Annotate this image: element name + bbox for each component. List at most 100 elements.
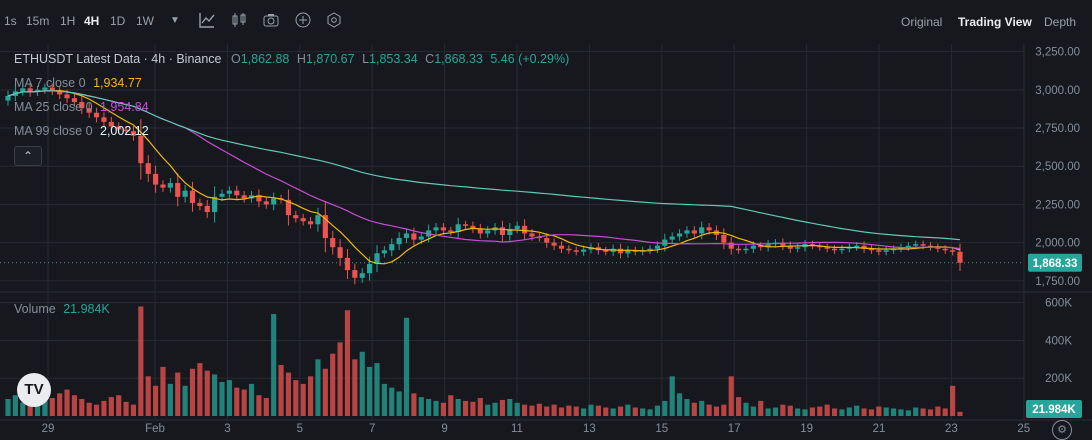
- camera-icon[interactable]: [261, 11, 281, 31]
- volume-bar: [581, 408, 587, 416]
- volume-bar: [795, 408, 801, 416]
- candle-body: [418, 236, 424, 240]
- candle-body: [699, 227, 705, 234]
- candle-body: [455, 224, 461, 232]
- candle-body: [116, 126, 122, 130]
- open-label: O: [230, 52, 241, 66]
- candle-body: [448, 230, 454, 232]
- candle-body: [204, 205, 210, 213]
- ma99-line: [7, 90, 961, 241]
- low-label: L: [362, 52, 370, 66]
- volume-bar: [654, 405, 661, 416]
- candle-body: [514, 225, 520, 229]
- volume-bar: [248, 383, 255, 416]
- candle-body: [381, 250, 387, 254]
- volume-bar: [344, 310, 351, 416]
- volume-bar: [93, 404, 100, 416]
- collapse-legend-button[interactable]: ⌃: [14, 146, 42, 166]
- candle-body: [411, 233, 417, 240]
- volume-bar: [307, 376, 314, 416]
- settings-hex-icon[interactable]: [324, 11, 344, 31]
- candle-body: [352, 270, 358, 278]
- volume-bar: [632, 407, 638, 416]
- candle-body: [868, 248, 875, 251]
- scale-settings-icon[interactable]: ⚙: [1052, 420, 1072, 440]
- volume-bar: [182, 385, 188, 416]
- timeframe-1d[interactable]: 1D: [110, 14, 126, 28]
- last-price-label: 1,868.33: [1033, 258, 1078, 270]
- volume-bar: [433, 400, 439, 416]
- candle-body: [831, 248, 838, 251]
- timeframe-1w[interactable]: 1W: [136, 14, 154, 28]
- candle-body: [138, 135, 144, 164]
- volume-bar: [743, 402, 749, 416]
- volume-bar: [802, 409, 808, 416]
- volume-bar: [883, 407, 889, 416]
- timeframe-15m[interactable]: 15m: [26, 14, 50, 28]
- volume-bar: [920, 408, 926, 416]
- candle-body: [322, 215, 328, 239]
- volume-bar: [485, 404, 491, 416]
- volume-bar: [153, 385, 159, 416]
- price-tick-label: 3,250.00: [1035, 47, 1080, 59]
- volume-bar: [868, 409, 875, 416]
- volume-bar: [322, 368, 328, 416]
- candle-body: [721, 234, 727, 243]
- timeframe-4h[interactable]: 4H: [84, 14, 100, 28]
- candle-body: [544, 238, 550, 243]
- volume-bar: [315, 359, 321, 416]
- candle-body: [603, 250, 609, 252]
- price-tick-label: 2,750.00: [1035, 123, 1080, 135]
- volume-bar: [846, 407, 852, 416]
- volume-bar: [854, 405, 860, 416]
- candle-body: [795, 247, 801, 249]
- indicators-icon[interactable]: [197, 11, 217, 31]
- candle-body: [219, 193, 225, 197]
- volume-bar: [49, 398, 55, 416]
- volume-bar: [706, 404, 712, 416]
- more-timeframes-dropdown-icon[interactable]: ▼: [170, 15, 180, 26]
- candle-body: [167, 183, 173, 188]
- volume-bar: [499, 399, 506, 416]
- volume-bar: [101, 400, 107, 416]
- volume-bar: [824, 404, 830, 416]
- volume-bar: [573, 406, 579, 416]
- ma7-legend: MA 7 close 0 1,934.77: [14, 76, 142, 90]
- ma7-value: 1,934.77: [93, 76, 142, 90]
- x-tick-label: 17: [728, 423, 741, 435]
- candle-body: [957, 251, 963, 263]
- candle-body: [625, 250, 631, 254]
- view-depth[interactable]: Depth: [1044, 15, 1077, 29]
- candle-body: [743, 248, 749, 251]
- candle-body: [182, 190, 188, 197]
- chart-type-candles-icon[interactable]: [229, 11, 249, 31]
- candle-body: [374, 253, 380, 265]
- volume-bar: [337, 342, 343, 416]
- timeframe-1s[interactable]: 1s: [4, 14, 17, 28]
- add-plus-icon[interactable]: [293, 11, 313, 31]
- volume-bar: [130, 404, 137, 416]
- view-original[interactable]: Original: [901, 15, 943, 29]
- volume-bar: [536, 403, 542, 416]
- ma7-line: [7, 89, 961, 265]
- candle-body: [396, 238, 402, 245]
- ma25-value: 1,954.84: [100, 100, 149, 114]
- candle-body: [839, 248, 845, 251]
- volume-bar: [71, 395, 78, 416]
- candle-body: [824, 247, 830, 249]
- volume-value: 21.984K: [63, 302, 110, 316]
- candle-body: [728, 242, 734, 249]
- price-tick-label: 2,000.00: [1035, 238, 1080, 250]
- volume-bar: [817, 406, 823, 416]
- volume-bar: [381, 383, 387, 416]
- volume-bar: [300, 383, 306, 416]
- candle-body: [307, 221, 314, 225]
- volume-bar: [876, 406, 882, 416]
- view-trading-view[interactable]: Trading View: [958, 15, 1032, 29]
- tradingview-logo-icon: TV: [17, 373, 51, 407]
- candle-body: [189, 190, 196, 203]
- ma7-label: MA 7 close 0: [14, 76, 86, 90]
- x-tick-label: 25: [1017, 423, 1030, 435]
- timeframe-1h[interactable]: 1H: [60, 14, 76, 28]
